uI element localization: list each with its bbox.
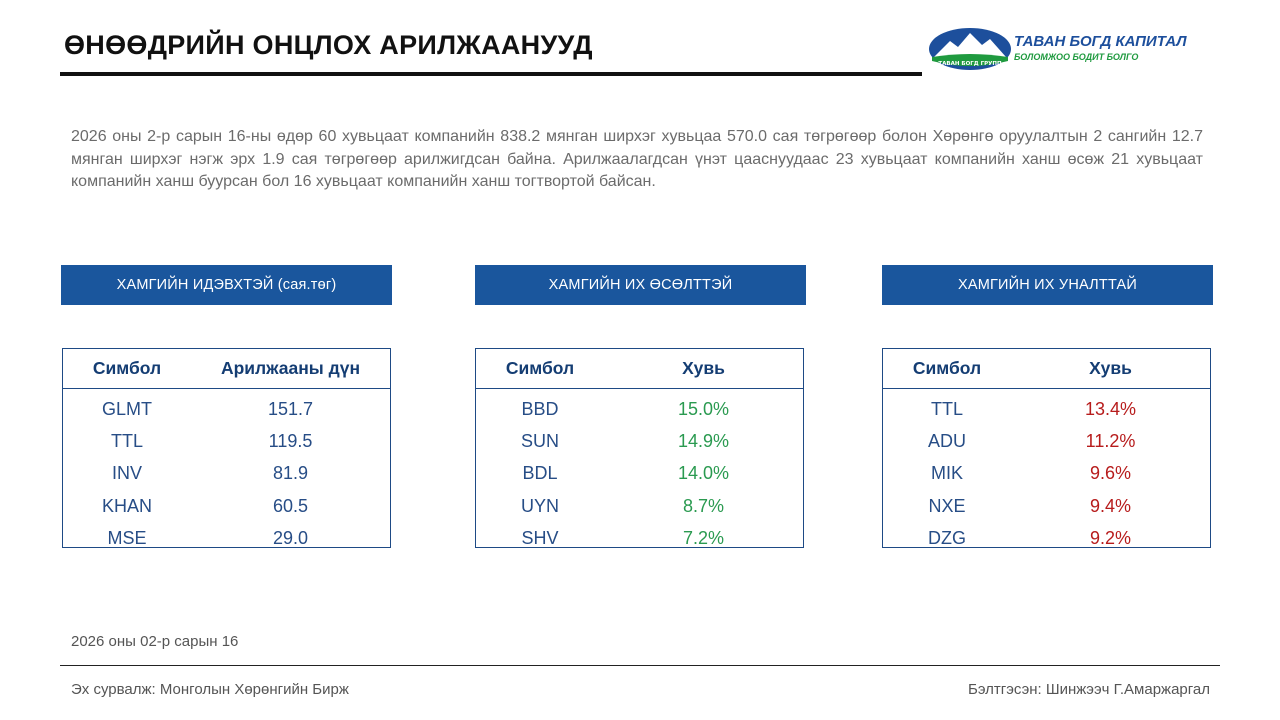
symbol-cell: TTL bbox=[110, 431, 143, 452]
table-header: Симбол Арилжааны дүн bbox=[63, 349, 390, 389]
value-column-header: Арилжааны дүн bbox=[220, 358, 361, 378]
symbol-cell: SHV bbox=[521, 528, 559, 549]
table-row: BBD 15.0% bbox=[476, 393, 803, 425]
symbol-column-header: Симбол bbox=[92, 358, 162, 378]
percent-cell: 14.9% bbox=[677, 431, 730, 452]
percent-cell: 7.2% bbox=[682, 528, 725, 549]
mountain-logo-icon: ТАВАН БОГД ГРУПП bbox=[929, 28, 1011, 70]
value-cell: 81.9 bbox=[272, 463, 309, 484]
table-row: MSE 29.0 bbox=[63, 523, 390, 555]
percent-column-header: Хувь bbox=[1089, 358, 1132, 378]
symbol-cell: SUN bbox=[520, 431, 559, 452]
company-logo: ТАВАН БОГД ГРУПП ТАВАН БОГД КАПИТАЛ БОЛО… bbox=[928, 27, 1218, 71]
title-underline bbox=[60, 72, 922, 76]
symbol-cell: KHAN bbox=[101, 495, 152, 516]
table-row: UYN 8.7% bbox=[476, 490, 803, 522]
table-row: DZG 9.2% bbox=[883, 523, 1210, 555]
table-row: BDL 14.0% bbox=[476, 458, 803, 490]
author-credit: Бэлтгэсэн: Шинжээч Г.Амаржаргал bbox=[967, 681, 1210, 698]
table-row: SHV 7.2% bbox=[476, 523, 803, 555]
symbol-cell: MIK bbox=[930, 463, 963, 484]
symbol-cell: BBD bbox=[521, 398, 559, 419]
top-gainers-table: Симбол Хувь BBD 15.0% SUN 14.9% BDL 14.0% U… bbox=[475, 348, 804, 548]
percent-cell: 13.4% bbox=[1084, 398, 1137, 419]
report-date: 2026 оны 02-р сарын 16 bbox=[71, 633, 239, 650]
table-row: TTL 13.4% bbox=[883, 393, 1210, 425]
logo-tagline: БОЛОМЖОО БОДИТ БОЛГО bbox=[1014, 52, 1139, 62]
most-active-table: Симбол Арилжааны дүн GLMT 151.7 TTL 119.5 … bbox=[62, 348, 391, 548]
market-summary: 2026 оны 2-р сарын 16-ны өдөр 60 хувьцаа… bbox=[71, 128, 1203, 190]
table-row: SUN 14.9% bbox=[476, 425, 803, 457]
symbol-cell: UYN bbox=[520, 495, 559, 516]
percent-cell: 11.2% bbox=[1085, 431, 1136, 452]
most-active-header: ХАМГИЙН ИДЭВХТЭЙ (сая.төг) bbox=[61, 265, 392, 305]
table-row: GLMT 151.7 bbox=[63, 393, 390, 425]
table-row: INV 81.9 bbox=[63, 458, 390, 490]
percent-column-header: Хувь bbox=[682, 358, 725, 378]
percent-cell: 15.0% bbox=[677, 398, 730, 419]
top-losers-header: ХАМГИЙН ИХ УНАЛТТАЙ bbox=[882, 265, 1213, 305]
symbol-cell: BDL bbox=[522, 463, 558, 484]
table-header: Симбол Хувь bbox=[883, 349, 1210, 389]
symbol-cell: NXE bbox=[928, 495, 966, 516]
percent-cell: 8.7% bbox=[682, 495, 725, 516]
source-credit: Эх сурвалж: Монголын Хөрөнгийн Бирж bbox=[71, 681, 349, 698]
symbol-column-header: Симбол bbox=[912, 358, 982, 378]
percent-cell: 9.4% bbox=[1089, 495, 1132, 516]
percent-cell: 9.2% bbox=[1089, 528, 1132, 549]
value-cell: 29.0 bbox=[272, 528, 309, 549]
value-cell: 151.7 bbox=[267, 398, 314, 419]
percent-cell: 14.0% bbox=[677, 463, 730, 484]
symbol-cell: ADU bbox=[927, 431, 966, 452]
table-row: KHAN 60.5 bbox=[63, 490, 390, 522]
table-row: ADU 11.2% bbox=[883, 425, 1210, 457]
footer-divider bbox=[60, 665, 1220, 666]
table-header: Симбол Хувь bbox=[476, 349, 803, 389]
top-gainers-header: ХАМГИЙН ИХ ӨСӨЛТТЭЙ bbox=[475, 265, 806, 305]
table-row: TTL 119.5 bbox=[63, 425, 390, 457]
table-row: MIK 9.6% bbox=[883, 458, 1210, 490]
page-title: ӨНӨӨДРИЙН ОНЦЛОХ АРИЛЖААНУУД bbox=[64, 30, 593, 60]
symbol-cell: TTL bbox=[930, 398, 963, 419]
value-cell: 60.5 bbox=[272, 495, 309, 516]
percent-cell: 9.6% bbox=[1089, 463, 1132, 484]
top-losers-table: Симбол Хувь TTL 13.4% ADU 11.2% MIK 9.6% NX… bbox=[882, 348, 1211, 548]
logo-name: ТАВАН БОГД КАПИТАЛ bbox=[1014, 33, 1187, 50]
table-row: NXE 9.4% bbox=[883, 490, 1210, 522]
symbol-cell: INV bbox=[111, 463, 142, 484]
symbol-cell: DZG bbox=[928, 528, 966, 549]
symbol-cell: MSE bbox=[107, 528, 147, 549]
value-cell: 119.5 bbox=[268, 431, 313, 452]
symbol-column-header: Симбол bbox=[505, 358, 575, 378]
logo-badge-text: ТАВАН БОГД ГРУПП bbox=[938, 61, 1002, 67]
symbol-cell: GLMT bbox=[101, 398, 152, 419]
